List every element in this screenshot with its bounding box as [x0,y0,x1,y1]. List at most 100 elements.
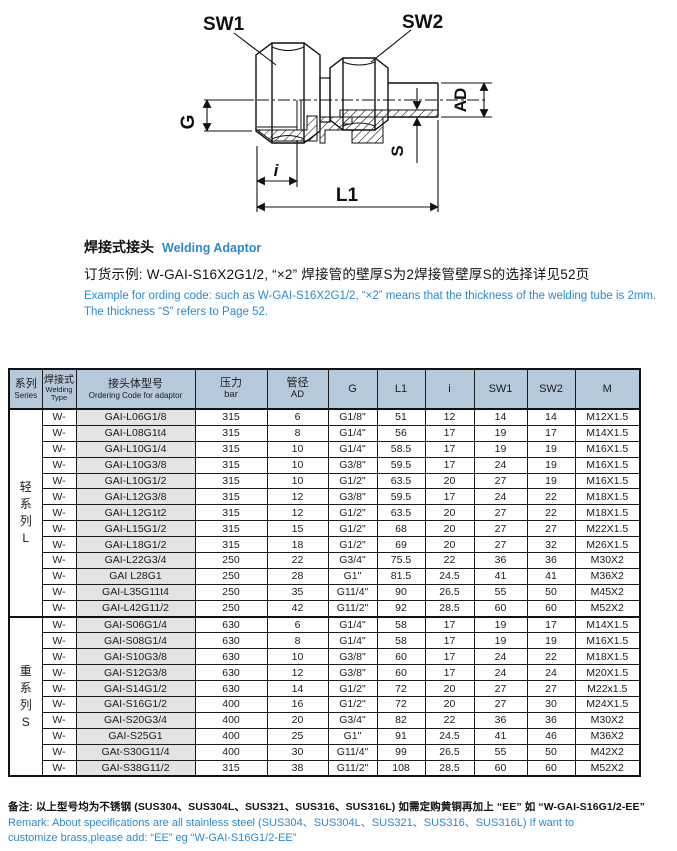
cell-welding-type: W- [41,488,77,506]
cell-g: G3/4" [327,711,378,729]
label-i: i [274,161,280,180]
cell-code: GAI-S38G11/2 [75,759,196,777]
cell-m: M16X1.5 [574,472,641,490]
header-series-zh: 系列 [14,378,37,391]
cell-code: GAI-L12G1t2 [75,504,196,522]
cell-g: G1" [327,727,378,745]
cell-welding-type: W- [41,648,77,666]
table-row: W- GAI-L12G1t2 315 12 G1/2" 63.5 20 27 22 M18X1.5 [9,504,641,522]
cell-diameter: 10 [266,440,329,458]
order-example-en-line2: The thickness “S” refers to Page 52. [84,306,269,319]
cell-sw1: 41 [473,727,528,745]
cell-pressure: 400 [194,743,268,761]
cell-code: GAI L28G1 [75,567,196,585]
cell-i: 24.5 [424,567,475,585]
cell-sw2: 22 [526,488,576,506]
cell-diameter: 22 [266,552,329,569]
remark-en: Remark: About specifications are all sta… [8,816,670,845]
cell-sw1: 27 [473,680,528,698]
table-row: W- GAI-L42G11/2 250 42 G11/2" 92 28.5 60 60 M52X2 [9,599,641,618]
cell-code: GAI-L42G11/2 [75,599,196,618]
cell-l1: 91 [376,727,426,745]
header-diameter-en: AD [290,388,305,400]
cell-code: GAI-S10G3/8 [75,648,196,666]
cell-diameter: 6 [266,615,329,634]
cell-sw2: 60 [526,599,576,618]
cell-code: GAI-S08G1/4 [75,632,196,650]
cell-pressure: 630 [194,648,268,666]
cell-sw1: 55 [473,743,528,761]
order-example-zh: 订货示例: W-GAI-S16X2G1/2, “×2” 焊接管的壁厚S为2焊接管… [84,267,590,282]
title-block: 焊接式接头 Welding Adaptor 订货示例: W-GAI-S16X2G1… [84,237,669,320]
cell-i: 17 [424,440,475,458]
cell-sw1: 19 [473,424,528,442]
cell-i: 22 [424,711,475,729]
cell-m: M16X1.5 [574,456,641,474]
cell-welding-type: W- [41,408,77,426]
cell-diameter: 12 [266,488,329,506]
cell-l1: 59.5 [376,456,426,474]
cell-sw1: 36 [473,711,528,729]
cell-g: G3/8" [327,664,378,682]
cell-pressure: 315 [194,488,268,506]
cell-sw1: 27 [473,520,528,538]
cell-l1: 68 [376,520,426,538]
cell-diameter: 35 [266,583,329,601]
remark-en-line1: Remark: About specifications are all sta… [8,817,575,829]
cell-g: G1/4" [327,615,378,634]
cell-i: 26.5 [424,743,475,761]
cell-g: G1" [327,567,378,585]
cell-code: GAI-L06G1/8 [75,408,196,426]
spec-table-header: 系列 Series 焊接式 Welding Type 接头体型号 Orderin… [8,368,641,410]
label-l1: L1 [336,185,359,206]
header-g: G [327,368,378,410]
cell-sw1: 24 [473,664,528,682]
page-title: 焊接式接头 Welding Adaptor [84,237,669,257]
cell-g: G1/4" [327,632,378,650]
table-row: W- GAI-L35G11t4 250 35 G11/4" 90 26.5 55 50 M45X2 [9,583,641,601]
cell-m: M52X2 [574,599,641,618]
table-row: W- GAI-S10G3/8 630 10 G3/8" 60 17 24 22 M18X1.5 [9,648,641,666]
cell-g: G1/4" [327,440,378,458]
cell-code: GAI-L10G3/8 [75,456,196,474]
cell-welding-type: W- [41,632,77,650]
cell-welding-type: W- [41,440,77,458]
cell-diameter: 42 [266,599,329,618]
cell-sw1: 27 [473,472,528,490]
header-sw2: SW2 [526,368,576,410]
cell-l1: 75.5 [376,552,426,569]
technical-drawing: SW1 SW2 G AD S i L1 [178,12,492,212]
cell-sw2: 14 [526,408,576,426]
cell-diameter: 15 [266,520,329,538]
cell-sw1: 27 [473,536,528,554]
cell-pressure: 250 [194,599,268,618]
cell-g: G3/8" [327,648,378,666]
cell-diameter: 6 [266,408,329,426]
cell-l1: 60 [376,664,426,682]
label-sw1: SW1 [203,14,245,35]
cell-i: 28.5 [424,759,475,777]
cell-i: 20 [424,520,475,538]
cell-diameter: 10 [266,648,329,666]
table-row: W- GAI-L10G3/8 315 10 G3/8" 59.5 17 24 19 M16X1.5 [9,456,641,474]
cell-code: GAI-S12G3/8 [75,664,196,682]
cell-i: 20 [424,504,475,522]
cell-sw2: 19 [526,472,576,490]
cell-pressure: 315 [194,536,268,554]
header-pressure-en: bar [224,388,238,400]
cell-g: G1/2" [327,520,378,538]
dimension-lines [202,29,492,212]
cell-welding-type: W- [41,680,77,698]
cell-l1: 72 [376,696,426,713]
cell-g: G3/4" [327,552,378,569]
cell-pressure: 630 [194,615,268,634]
header-welding-en2: Type [50,393,68,403]
cell-sw1: 55 [473,583,528,601]
cell-welding-type: W- [41,567,77,585]
cell-m: M26X1.5 [574,536,641,554]
cell-i: 17 [424,488,475,506]
header-welding-type: 焊接式 Welding Type [41,368,77,410]
cell-l1: 60 [376,648,426,666]
cell-m: M18X1.5 [574,504,641,522]
